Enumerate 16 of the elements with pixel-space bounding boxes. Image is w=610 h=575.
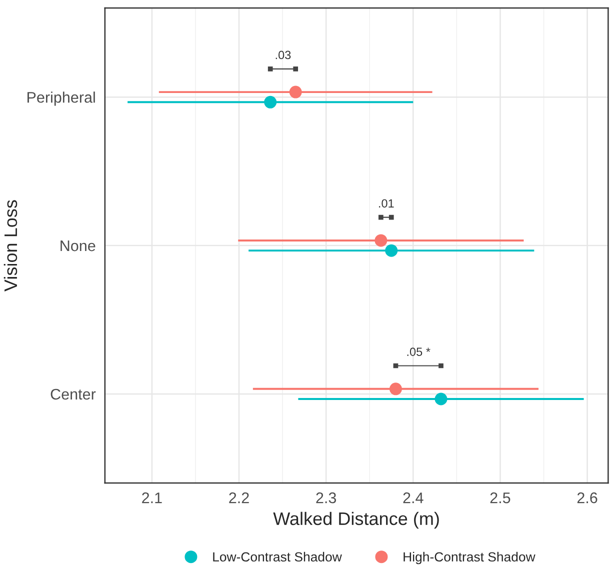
legend-label: High-Contrast Shadow	[404, 552, 536, 564]
x-tick-label: 2.3	[316, 492, 336, 504]
x-tick-label: 2.1	[142, 492, 162, 504]
y-axis-title: Vision Loss	[4, 200, 18, 292]
y-tick-label: Center	[50, 388, 96, 400]
y-tick-label: None	[60, 240, 96, 252]
x-tick-label: 2.2	[229, 492, 249, 504]
annotation: .05 *	[407, 348, 430, 356]
y-tick-label: Peripheral	[28, 92, 95, 106]
annotation: .03	[276, 50, 291, 60]
legend-label: Low-Contrast Shadow	[213, 552, 342, 562]
x-tick-label: 2.5	[490, 492, 510, 504]
x-tick-label: 2.6	[577, 492, 598, 504]
annotation: .01	[379, 199, 394, 208]
x-axis-title: Walked Distance (m)	[273, 512, 439, 529]
x-tick-label: 2.4	[403, 492, 424, 504]
